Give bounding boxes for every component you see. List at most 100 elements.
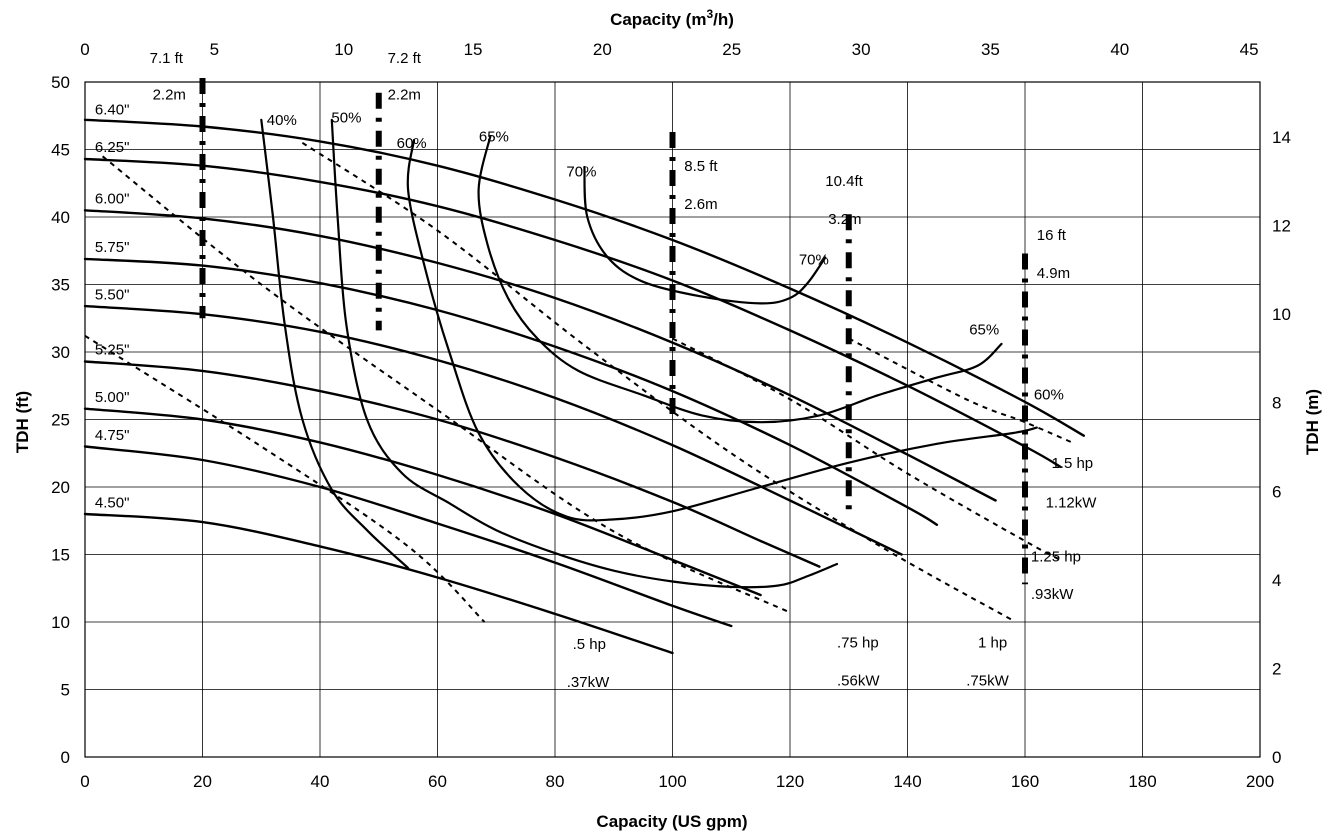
power-label-hp: 1.25 hp <box>1031 548 1081 565</box>
x-tick-label: 40 <box>311 772 330 791</box>
y-tick-label: 20 <box>51 478 70 497</box>
x2-tick-label: 35 <box>981 40 1000 59</box>
x-tick-label: 80 <box>546 772 565 791</box>
impeller-curve <box>83 118 1085 437</box>
power-label-kw: .75kW <box>966 672 1009 689</box>
power-label-kw: .37kW <box>567 674 610 691</box>
npshr-label-ft: 8.5 ft <box>684 158 718 175</box>
npshr-label-ft: 7.1 ft <box>150 50 184 67</box>
impeller-curve <box>83 209 997 502</box>
x2-tick-label: 25 <box>722 40 741 59</box>
impeller-label: 5.75" <box>95 239 130 256</box>
y-tick-label: 45 <box>51 141 70 160</box>
x-axis-title: Capacity (US gpm) <box>596 812 747 831</box>
efficiency-label: 40% <box>267 112 297 129</box>
x2-tick-label: 30 <box>852 40 871 59</box>
y-tick-label: 30 <box>51 343 70 362</box>
impeller-label: 5.00" <box>95 389 130 406</box>
efficiency-curve <box>477 134 1003 424</box>
npshr-label-m: 4.9m <box>1037 265 1070 282</box>
y-tick-label: 35 <box>51 276 70 295</box>
y-tick-label: 10 <box>51 613 70 632</box>
npshr-label-ft: 7.2 ft <box>388 50 422 67</box>
impeller-label: 6.25" <box>95 139 130 156</box>
x2-tick-label: 40 <box>1110 40 1129 59</box>
power-label-kw: .93kW <box>1031 586 1074 603</box>
efficiency-side-label: 65% <box>969 321 999 338</box>
impeller-curve <box>83 407 762 597</box>
x2-tick-label: 20 <box>593 40 612 59</box>
impeller-curve <box>83 445 733 628</box>
y-tick-label: 0 <box>61 748 70 767</box>
x-tick-label: 180 <box>1128 772 1156 791</box>
x2-tick-label: 0 <box>80 40 89 59</box>
y2-tick-label: 12 <box>1272 217 1291 236</box>
efficiency-side-label: 60% <box>1034 386 1064 403</box>
power-line <box>301 141 1014 622</box>
npshr-lines <box>199 77 1028 585</box>
y2-tick-label: 8 <box>1272 394 1281 413</box>
power-label-hp: 1 hp <box>978 635 1007 652</box>
y-tick-label: 15 <box>51 546 70 565</box>
impeller-curve <box>83 512 674 655</box>
y-tick-label: 25 <box>51 411 70 430</box>
efficiency-label: 65% <box>479 128 509 145</box>
efficiency-side-label: 70% <box>799 251 829 268</box>
y-tick-label: 50 <box>51 73 70 92</box>
impeller-label: 4.50" <box>95 494 130 511</box>
x2-axis-title-end: /h) <box>713 10 734 29</box>
efficiency-curve <box>406 138 1038 522</box>
efficiency-label: 60% <box>397 135 427 152</box>
y2-tick-label: 6 <box>1272 482 1281 501</box>
power-label-hp: 1.5 hp <box>1051 455 1093 472</box>
x2-axis-title-sup: 3 <box>706 7 713 21</box>
x2-tick-label: 45 <box>1240 40 1259 59</box>
grid <box>84 81 1261 758</box>
power-label-hp: .5 hp <box>573 636 606 653</box>
efficiency-label: 70% <box>566 164 596 181</box>
y-tick-label: 40 <box>51 208 70 227</box>
power-label-kw: 1.12kW <box>1046 494 1098 511</box>
x-tick-label: 200 <box>1246 772 1274 791</box>
impeller-curve <box>83 360 821 568</box>
y2-tick-label: 14 <box>1272 128 1291 147</box>
annotations: 7.1 ft 2.2m 7.2 ft 2.2m 8.5 ft 2.6m 10.4ft 3.2m… <box>95 50 1097 691</box>
power-label-hp: .75 hp <box>837 635 879 652</box>
efficiency-curves <box>260 118 1038 589</box>
x-tick-label: 60 <box>428 772 447 791</box>
power-line <box>101 155 791 614</box>
impeller-curve <box>83 257 939 526</box>
x-tick-label: 120 <box>776 772 804 791</box>
impeller-label: 5.25" <box>95 342 130 359</box>
efficiency-curve <box>583 165 827 305</box>
efficiency-curve <box>260 118 410 570</box>
npshr-label-m: 3.2m <box>828 211 861 228</box>
x-tick-label: 140 <box>893 772 921 791</box>
x-tick-label: 100 <box>658 772 686 791</box>
x-tick-label: 160 <box>1011 772 1039 791</box>
npshr-label-ft: 10.4ft <box>825 173 863 190</box>
efficiency-label: 50% <box>331 110 361 127</box>
impeller-curve <box>83 304 903 556</box>
npshr-label-ft: 16 ft <box>1037 227 1067 244</box>
y2-tick-label: 0 <box>1272 748 1281 767</box>
y2-tick-label: 2 <box>1272 659 1281 678</box>
impeller-label: 4.75" <box>95 427 130 444</box>
npshr-label-m: 2.6m <box>684 196 717 213</box>
npshr-label-m: 2.2m <box>153 87 186 104</box>
y2-axis-title: TDH (m) <box>1303 389 1322 455</box>
impeller-label: 6.40" <box>95 101 130 118</box>
y-axis-title: TDH (ft) <box>13 391 32 453</box>
y2-tick-label: 10 <box>1272 305 1291 324</box>
x2-tick-label: 15 <box>464 40 483 59</box>
power-line <box>84 334 486 623</box>
x2-axis-title-main: Capacity (m <box>610 10 706 29</box>
power-line <box>848 337 1073 444</box>
x2-tick-label: 10 <box>334 40 353 59</box>
efficiency-curve <box>330 118 839 589</box>
plot-frame <box>84 81 1261 758</box>
npshr-label-m: 2.2m <box>388 87 421 104</box>
impeller-label: 6.00" <box>95 191 130 208</box>
y2-tick-label: 4 <box>1272 571 1281 590</box>
